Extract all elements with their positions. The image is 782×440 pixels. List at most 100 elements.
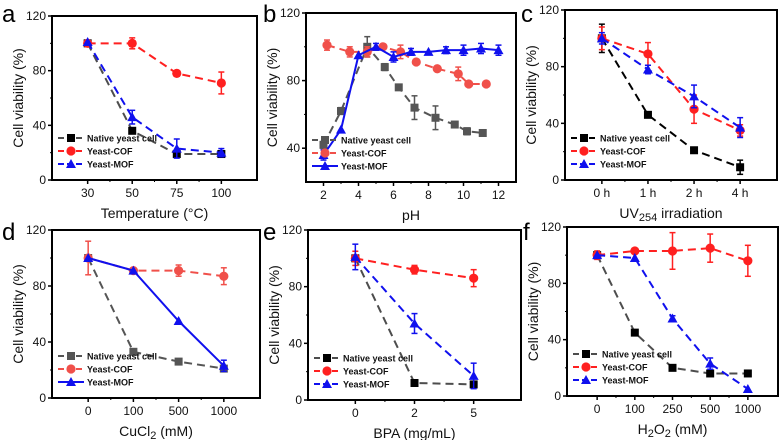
data-point [216, 147, 227, 157]
x-axis-title-part: (mM) [156, 423, 193, 439]
x-tick-label: 2 [320, 188, 327, 202]
data-point [642, 64, 653, 74]
x-tick-label: 1000 [735, 402, 762, 416]
legend-label: Yeast-MOF [341, 162, 388, 172]
legend-label: Yeast-MOF [87, 160, 134, 170]
x-tick-label: 100 [211, 186, 231, 200]
chart-panel-a: a 0 40 80 120 30 50 75 100 Cell viability (%) Temp… [2, 1, 258, 221]
panel-letter: d [2, 219, 15, 246]
y-axis-title: Cell viability (%) [10, 48, 26, 148]
data-point [173, 316, 184, 325]
x-tick-label: 100 [625, 402, 645, 416]
plot-frame [305, 12, 517, 183]
legend-marker-icon [66, 159, 76, 168]
data-point [478, 128, 487, 137]
data-point [463, 127, 471, 136]
legend-label: Yeast-COF [343, 367, 389, 377]
y-tick-label: 0 [295, 393, 302, 407]
legend-label: Native yeast cell [602, 350, 672, 360]
legend-label: Yeast-COF [87, 147, 133, 157]
series-yeast-mof [350, 243, 479, 390]
x-tick-label: 5 [470, 406, 477, 420]
legend-label: Yeast-COF [87, 365, 133, 375]
x-tick-label: 4 h [732, 186, 749, 200]
data-point [743, 369, 752, 378]
x-tick-label: 0 [594, 402, 601, 416]
x-tick-label: 6 [390, 188, 397, 202]
chart-panel-f: f 0 40 80 120 0 100 250 500 1000 Cell viability (%… [523, 219, 779, 440]
chart-panel-e: e 0 40 80 120 0 2 5 Cell viability (%) BPA (mg/mL… [263, 219, 522, 440]
legend-label: Yeast-COF [600, 147, 646, 157]
data-point [174, 266, 184, 276]
legend-marker-icon [580, 134, 588, 142]
series-line [354, 256, 475, 377]
y-tick-label: 40 [548, 333, 562, 347]
data-point [380, 63, 389, 72]
series-line [601, 37, 741, 129]
data-point [82, 36, 93, 46]
data-point [171, 143, 182, 153]
x-axis-title: BPA (mg/mL) [373, 425, 455, 440]
legend: Native yeast cell Yeast-COF Yeast-MOF [571, 134, 670, 170]
series-yeast-mof [592, 250, 753, 393]
x-tick-label: 0 [352, 406, 359, 420]
data-point [172, 68, 182, 78]
legend: Native yeast cell Yeast-COF Yeast-MOF [58, 352, 157, 388]
x-axis-title-part: Temperature (°C) [101, 205, 209, 221]
legend-marker-icon [581, 375, 591, 384]
x-axis-title-part: BPA (mg/mL) [373, 425, 455, 440]
x-tick-label: 2 h [686, 186, 703, 200]
series-line [87, 42, 222, 84]
data-point [432, 64, 442, 74]
chart-panel-b: b 40 80 120 2 4 6 8 10 12 Cell viability (%) pH Nati… [263, 1, 517, 223]
x-tick-label: 75 [170, 186, 184, 200]
y-axis-title: Cell viability (%) [266, 265, 282, 365]
plot-frame [564, 9, 778, 181]
data-point [705, 243, 715, 253]
y-tick-label: 120 [26, 223, 46, 237]
data-point [468, 370, 479, 380]
legend-label: Yeast-COF [341, 149, 387, 159]
x-axis-title-subscript: 254 [639, 212, 657, 224]
data-point [689, 91, 700, 101]
y-tick-label: 120 [541, 220, 561, 234]
data-point [410, 379, 419, 387]
data-point [411, 57, 421, 67]
data-point [668, 363, 677, 372]
legend: Native yeast cell Yeast-COF Yeast-MOF [312, 136, 411, 172]
series-yeast-cof [83, 37, 226, 95]
data-point [127, 112, 138, 122]
x-axis-title-subscript: 2 [665, 428, 671, 440]
legend-marker-icon [320, 148, 330, 158]
data-point [736, 163, 745, 172]
y-axis-title: Cell viability (%) [525, 262, 541, 362]
legend-marker-icon [582, 350, 590, 358]
series-line [86, 41, 222, 154]
x-tick-label: 10 [457, 188, 471, 202]
panel-letter: a [2, 1, 16, 28]
legend: Native yeast cell Yeast-COF Yeast-MOF [573, 350, 672, 386]
legend-label: Yeast-MOF [602, 376, 649, 386]
x-tick-label: 1000 [210, 404, 237, 418]
x-tick-label: 0 [85, 404, 92, 418]
series-line [87, 257, 225, 367]
data-point [410, 103, 419, 112]
series-yeast-mof [318, 41, 504, 161]
data-point [431, 113, 440, 122]
data-point [345, 47, 355, 57]
series-line [87, 257, 224, 278]
data-point [319, 140, 328, 149]
y-tick-label: 120 [280, 6, 300, 20]
data-point [388, 51, 399, 61]
data-point [742, 383, 753, 393]
series-line [601, 37, 741, 169]
data-point [450, 120, 459, 129]
y-tick-label: 0 [39, 173, 46, 187]
y-tick-label: 80 [287, 74, 301, 88]
legend-label: Yeast-MOF [600, 160, 647, 170]
series-yeast-mof [596, 31, 746, 139]
x-axis-title: Temperature (°C) [101, 205, 209, 221]
y-tick-label: 40 [287, 141, 301, 155]
data-point [394, 83, 403, 92]
data-point [423, 46, 434, 56]
